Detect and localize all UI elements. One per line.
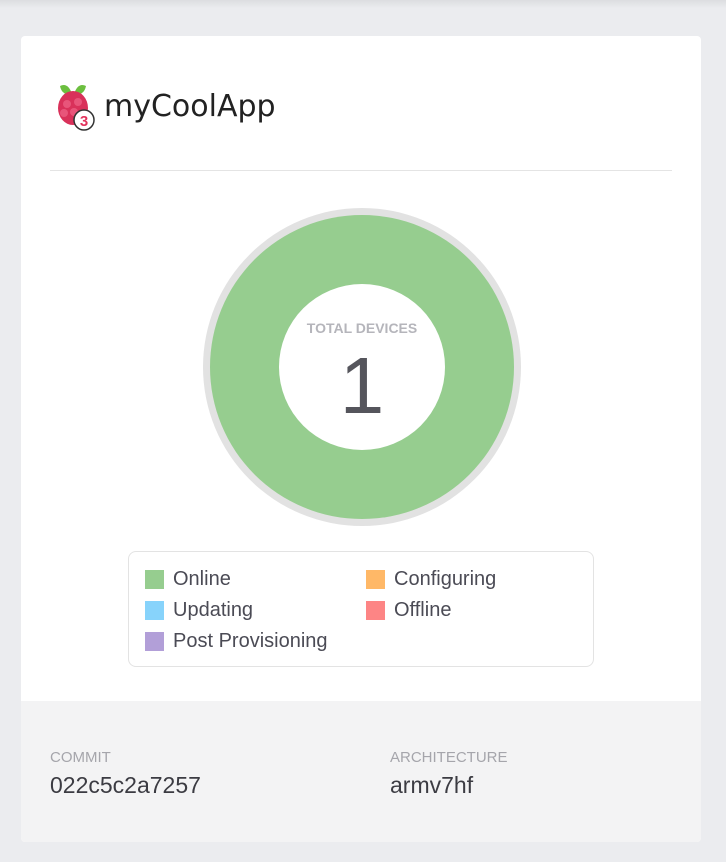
svg-text:3: 3 [80,113,88,130]
legend-label: Post Provisioning [173,630,328,652]
chart-legend: Online Configuring Updating Offline Post Pro… [128,551,594,667]
legend-swatch [145,570,164,589]
total-devices-label: TOTAL DEVICES [307,320,417,336]
app-title: myCoolApp [104,88,276,124]
divider [50,170,672,171]
architecture-label: ARCHITECTURE [390,749,508,766]
legend-item-updating: Updating [145,599,253,622]
architecture-value: armv7hf [390,772,474,798]
legend-label: Configuring [394,568,497,590]
application-card: 3 myCoolApp TOTAL DEVICES 1 Online Config… [21,36,701,842]
raspberry-pi-3-icon: 3 [58,85,95,131]
legend-label: Updating [173,599,254,621]
donut-hole [279,284,445,450]
device-status-donut: TOTAL DEVICES 1 [203,208,521,526]
legend-item-configuring: Configuring [366,568,496,591]
legend-swatch [145,632,164,651]
commit-label: COMMIT [50,749,111,766]
legend-label: Offline [394,599,452,621]
top-shadow [0,0,726,8]
legend-swatch [366,601,385,620]
total-devices-count: 1 [340,341,385,430]
legend-swatch [366,570,385,589]
legend-label: Online [173,568,231,590]
card-footer: COMMIT 022c5c2a7257 ARCHITECTURE armv7hf [21,701,701,842]
legend-item-offline: Offline [366,599,451,622]
app-header[interactable]: 3 myCoolApp [50,80,276,132]
legend-item-post-provisioning: Post Provisioning [145,630,328,653]
commit-value: 022c5c2a7257 [50,772,201,798]
legend-item-online: Online [145,568,231,591]
legend-swatch [145,601,164,620]
